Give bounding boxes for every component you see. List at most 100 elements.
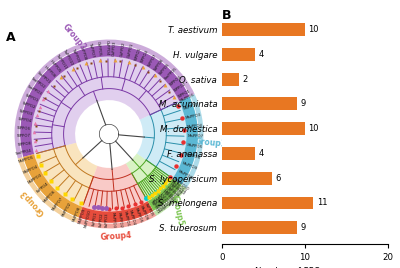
Wedge shape [148,178,182,211]
Text: StPPO6: StPPO6 [153,58,164,72]
Text: OsPPO6: OsPPO6 [164,188,177,201]
Text: SlPPO7: SlPPO7 [17,134,31,138]
Text: MdPPO6: MdPPO6 [42,189,56,203]
Text: HvPPO3: HvPPO3 [160,190,174,204]
Text: 4: 4 [258,50,264,59]
Text: TaPPO3: TaPPO3 [156,195,168,209]
Text: MaPPO1: MaPPO1 [122,210,130,227]
Text: FaPPO5: FaPPO5 [144,202,154,217]
Bar [222,147,255,160]
Text: Group3: Group3 [19,188,47,217]
Bar [222,122,305,135]
Text: OsPPO1: OsPPO1 [126,43,134,59]
Bar [222,97,297,110]
Text: MaPPO6: MaPPO6 [139,205,149,221]
Wedge shape [79,201,154,223]
Text: MdPPO7: MdPPO7 [51,196,64,211]
Text: MdPPO8: MdPPO8 [72,206,82,222]
Text: 2: 2 [242,75,247,84]
Text: TaPPO8: TaPPO8 [80,45,88,60]
Text: OsPPO10: OsPPO10 [169,181,186,196]
Wedge shape [18,157,78,223]
Wedge shape [137,101,186,178]
Text: TaPPO1: TaPPO1 [149,199,160,214]
Text: SlPPO6: SlPPO6 [17,126,31,131]
Text: HvPPO6: HvPPO6 [43,65,56,79]
Text: SlPPO3: SlPPO3 [169,75,182,87]
Text: A: A [6,31,15,44]
Text: HvPPO2: HvPPO2 [159,192,172,206]
Text: OsPPO7: OsPPO7 [165,186,179,199]
Text: MdPPO4: MdPPO4 [22,164,38,175]
Text: MaPPO10: MaPPO10 [172,177,190,191]
Text: SlPPO8: SlPPO8 [17,141,32,147]
Bar [222,23,305,36]
Wedge shape [14,40,195,158]
Text: 6: 6 [275,174,280,183]
Wedge shape [34,143,98,207]
X-axis label: Number of PPOs genes: Number of PPOs genes [256,267,354,268]
Text: Group1: Group1 [195,137,227,149]
Text: SmPPO2: SmPPO2 [30,77,46,90]
Text: MaPPO4: MaPPO4 [128,209,136,226]
Text: Group4: Group4 [100,231,132,242]
Text: MaPPO4: MaPPO4 [187,124,203,129]
Text: TaPPO5: TaPPO5 [152,197,164,211]
Text: FaPPO4: FaPPO4 [35,182,49,194]
Text: TaPPO6: TaPPO6 [154,196,166,210]
Text: FaPPO2: FaPPO2 [98,212,104,227]
Text: OsPPO4: OsPPO4 [104,40,109,56]
Text: SmPPO1: SmPPO1 [36,70,51,84]
Text: HvPPO5: HvPPO5 [49,59,62,74]
Text: SlPPO1: SlPPO1 [177,89,192,99]
Text: StPPO4: StPPO4 [17,117,32,124]
Text: HvPPO4: HvPPO4 [162,189,176,203]
Wedge shape [20,45,190,157]
Text: Group5: Group5 [170,194,185,226]
Text: TaPPO4: TaPPO4 [157,193,170,207]
Text: MdPPO3: MdPPO3 [27,173,43,185]
Text: B: B [222,9,232,23]
Text: MaPPO2: MaPPO2 [117,211,123,228]
Text: MaPPO5: MaPPO5 [186,143,203,150]
Wedge shape [172,96,198,185]
Text: TaPPO10: TaPPO10 [62,49,74,66]
Bar [222,48,255,61]
Text: SlPPO4: SlPPO4 [140,50,150,64]
Text: MaPPO5: MaPPO5 [134,207,142,224]
Text: MdPPO2: MdPPO2 [61,201,72,217]
Text: TaPPO2: TaPPO2 [150,198,162,213]
Text: StPPO1: StPPO1 [24,93,39,103]
Text: StPPO2: StPPO2 [21,101,36,109]
Wedge shape [126,154,172,201]
Text: OsPPO9: OsPPO9 [168,183,182,196]
Text: StPPO7: StPPO7 [147,53,158,67]
Wedge shape [82,163,148,211]
Bar [222,172,272,185]
Text: 4: 4 [258,149,264,158]
Wedge shape [182,94,204,188]
Text: 9: 9 [300,99,305,108]
Text: 10: 10 [308,124,319,133]
Text: StPPO3: StPPO3 [19,109,34,116]
Text: TaPPO9: TaPPO9 [72,47,81,62]
Text: 10: 10 [308,25,319,34]
Text: OsPPO3: OsPPO3 [112,40,117,56]
Text: MaPPO2: MaPPO2 [183,102,199,111]
Text: MaPPO3: MaPPO3 [111,212,116,228]
Wedge shape [32,57,179,154]
Text: Group2: Group2 [60,23,88,53]
Text: SmPPO3: SmPPO3 [26,84,42,96]
Bar [222,73,238,85]
Text: FaPPO3: FaPPO3 [105,212,109,227]
Text: SlPPO5: SlPPO5 [134,47,142,61]
Text: SmPPO5: SmPPO5 [164,67,179,81]
Text: OsPPO8: OsPPO8 [166,184,180,198]
Text: MaPPO8: MaPPO8 [177,169,193,181]
Text: MaPPO7: MaPPO7 [187,134,204,139]
Text: MaPPO1: MaPPO1 [179,92,196,103]
Text: MaPPO6: MaPPO6 [184,152,201,160]
Text: MdPPO5: MdPPO5 [18,155,35,163]
Text: MaPPO9: MaPPO9 [181,161,198,171]
Text: MdPPO9: MdPPO9 [78,208,87,225]
